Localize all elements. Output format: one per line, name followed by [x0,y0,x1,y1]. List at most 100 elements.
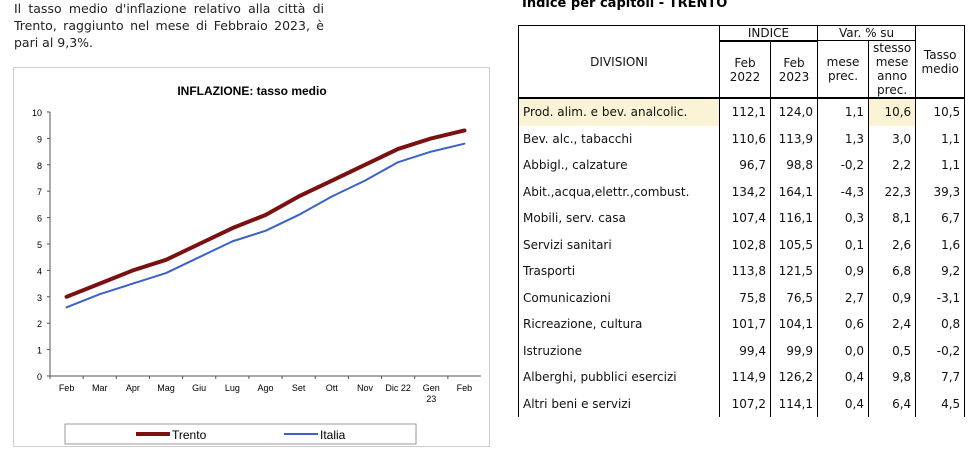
cell-value: 102,8 [719,231,771,258]
data-point [165,259,167,261]
chart-title: INFLAZIONE: tasso medio [177,84,326,98]
y-tick-label: 3 [37,293,42,303]
y-tick-label: 5 [37,240,42,250]
y-tick-label: 8 [37,161,42,171]
cell-value: 126,2 [770,364,818,391]
table-row: Servizi sanitari 102,8 105,5 0,1 2,6 1,6 [518,231,966,258]
y-tick-label: 2 [37,319,42,329]
data-point [99,283,101,285]
cell-value: 0,8 [915,311,966,338]
y-tick-label: 1 [37,346,42,356]
legend-label: Italia [320,428,346,442]
cell-value: 110,6 [719,125,771,152]
cell-value: 75,8 [719,284,771,311]
x-tick-label: Nov [357,383,374,393]
table-row: Altri beni e servizi 107,2 114,1 0,4 6,4 4,5 [518,390,966,417]
header-indice: INDICE [719,25,818,43]
intro-text: Il tasso medio d'inflazione relativo all… [14,1,324,50]
data-point [364,164,366,166]
division-name: Comunicazioni [518,284,720,311]
table-row: Mobili, serv. casa 107,4 116,1 0,3 8,1 6,7 [518,205,966,232]
data-point [397,161,399,163]
table-row: Trasporti 113,8 121,5 0,9 6,8 9,2 [518,258,966,285]
division-name: Bev. alc., tabacchi [518,125,720,152]
cell-value: 124,0 [770,98,818,126]
table-row: Prod. alim. e bev. analcolic. 112,1 124,0 1… [518,98,966,126]
data-point [397,148,399,150]
cell-value: 2,7 [817,284,869,311]
data-point [364,180,366,182]
index-table: DIVISIONI INDICE Var. % su Tasso medio m… [518,25,966,417]
data-point [331,195,333,197]
y-tick-label: 7 [37,187,42,197]
data-point [265,230,266,232]
x-tick-label: Ott [326,383,339,393]
y-tick-label: 4 [37,266,42,276]
data-point [430,151,432,153]
cell-value: 116,1 [770,205,818,232]
header-divisioni: DIVISIONI [518,25,720,99]
y-tick-label: 0 [37,372,42,382]
division-name: Ricreazione, cultura [518,311,720,338]
header-2022: 2022 [729,69,761,84]
division-name: Trasporti [518,258,720,285]
division-name: Abit.,acqua,elettr.,combust. [518,178,720,205]
cell-value: 8,1 [867,205,917,232]
x-tick-label: Mag [157,383,175,393]
division-name: Prod. alim. e bev. analcolic. [518,98,720,126]
table-row: Bev. alc., tabacchi 110,6 113,9 1,3 3,0 1,1 [518,125,966,152]
cell-value: -4,3 [817,178,869,205]
cell-value: -0,2 [817,152,869,179]
cell-value: 0,3 [817,205,869,232]
y-tick-label: 6 [37,214,42,224]
cell-value: 134,2 [719,178,771,205]
cell-value: 0,9 [817,258,869,285]
series-line-italia [65,142,466,309]
data-point [463,129,465,131]
cell-value: 3,0 [867,125,917,152]
cell-value: 0,4 [817,364,869,391]
division-name: Altri beni e servizi [518,390,720,417]
x-tick-label: Lug [225,383,240,393]
division-name: Alberghi, pubblici esercizi [518,364,720,391]
cell-value: 114,1 [770,390,818,417]
cell-value: 22,3 [867,178,917,205]
data-point [198,243,200,245]
cell-value: 6,7 [915,205,966,232]
data-point [165,272,167,274]
cell-value: 6,4 [867,390,917,417]
x-tick-label: Ago [257,383,273,393]
header-2023: 2023 [778,69,810,84]
x-tick-label: Giu [192,383,206,393]
data-point [132,283,134,285]
cell-value: 121,5 [770,258,818,285]
division-name: Abbigl., calzature [518,152,720,179]
table-row: Comunicazioni 75,8 76,5 2,7 0,9 -3,1 [518,284,966,311]
data-point [198,256,200,258]
cell-value: 7,7 [915,364,966,391]
cell-value: 113,8 [719,258,771,285]
table-row: Ricreazione, cultura 101,7 104,1 0,6 2,4 0,8 [518,311,966,338]
cell-value: 9,2 [915,258,966,285]
x-tick-label: Dic 22 [385,383,411,393]
cell-value: 2,4 [867,311,917,338]
cell-value: 0,1 [817,231,869,258]
data-point [331,180,333,182]
cell-value: 99,9 [770,337,818,364]
data-point [99,293,101,295]
data-point [132,269,134,271]
cell-value: 0,9 [867,284,917,311]
cell-value: 0,0 [817,337,869,364]
data-point [430,137,432,139]
cell-value: 113,9 [770,125,818,152]
header-feb23: Feb [783,55,805,70]
cell-value: 1,1 [915,125,966,152]
cell-value: 76,5 [770,284,818,311]
legend [64,423,417,445]
cell-value: 1,3 [817,125,869,152]
header-mese: mese prec. [817,40,869,99]
line-chart: INFLAZIONE: tasso medio 0 1 2 3 4 5 6 7 8 9 10 Feb Ma… [32,84,481,445]
data-point [265,214,266,216]
cell-value: -3,1 [915,284,966,311]
data-point [463,143,465,145]
